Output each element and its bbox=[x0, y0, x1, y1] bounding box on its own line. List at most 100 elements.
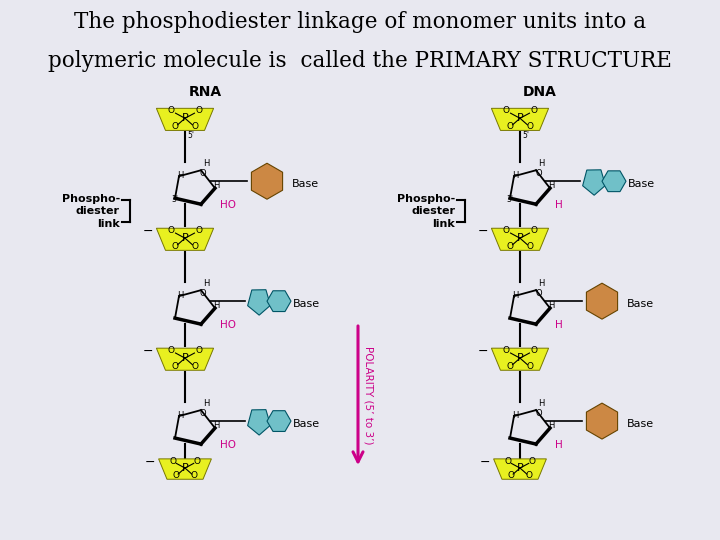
Text: P: P bbox=[517, 233, 523, 243]
Text: O: O bbox=[200, 409, 207, 418]
Text: O: O bbox=[172, 471, 179, 480]
Text: 3': 3' bbox=[171, 195, 178, 204]
Text: O: O bbox=[168, 346, 175, 355]
Text: O: O bbox=[530, 226, 537, 235]
Text: −: − bbox=[478, 345, 488, 358]
Text: The phosphodiester linkage of monomer units into a: The phosphodiester linkage of monomer un… bbox=[74, 11, 646, 33]
Text: H: H bbox=[177, 171, 184, 180]
Text: H: H bbox=[203, 279, 210, 288]
Text: Base: Base bbox=[628, 179, 655, 189]
Text: H: H bbox=[512, 291, 518, 300]
Text: H: H bbox=[555, 440, 563, 450]
Text: O: O bbox=[168, 226, 175, 235]
Text: O: O bbox=[192, 362, 199, 370]
Text: P: P bbox=[181, 113, 189, 123]
Text: POLARITY (5’ to 3’): POLARITY (5’ to 3’) bbox=[363, 346, 373, 445]
Text: O: O bbox=[168, 106, 175, 116]
Text: HO: HO bbox=[220, 440, 236, 450]
Text: −: − bbox=[480, 455, 490, 468]
Text: O: O bbox=[506, 362, 513, 370]
Polygon shape bbox=[491, 348, 549, 370]
Text: H: H bbox=[213, 181, 220, 190]
Text: Phospho-
diester
link: Phospho- diester link bbox=[62, 194, 120, 228]
Text: O: O bbox=[506, 242, 513, 251]
Text: O: O bbox=[526, 362, 534, 370]
Text: Base: Base bbox=[293, 419, 320, 429]
Text: O: O bbox=[503, 106, 510, 116]
Text: O: O bbox=[200, 289, 207, 298]
Text: DNA: DNA bbox=[523, 85, 557, 99]
Text: O: O bbox=[535, 289, 541, 298]
Polygon shape bbox=[251, 163, 282, 199]
Text: H: H bbox=[203, 399, 210, 408]
Text: H: H bbox=[538, 279, 544, 288]
Text: 5': 5' bbox=[187, 131, 194, 140]
Text: Base: Base bbox=[293, 299, 320, 309]
Text: O: O bbox=[192, 122, 199, 131]
Polygon shape bbox=[267, 291, 291, 312]
Text: O: O bbox=[526, 122, 534, 131]
Text: P: P bbox=[517, 113, 523, 123]
Text: O: O bbox=[506, 122, 513, 131]
Text: O: O bbox=[194, 457, 201, 466]
Polygon shape bbox=[494, 459, 546, 480]
Text: O: O bbox=[200, 169, 207, 178]
Text: −: − bbox=[143, 345, 153, 358]
Text: H: H bbox=[555, 200, 563, 210]
Text: −: − bbox=[145, 455, 156, 468]
Text: H: H bbox=[555, 320, 563, 330]
Text: HO: HO bbox=[220, 320, 236, 330]
Polygon shape bbox=[248, 290, 271, 315]
Text: H: H bbox=[538, 159, 544, 168]
Polygon shape bbox=[491, 109, 549, 131]
Text: P: P bbox=[181, 463, 189, 473]
Text: O: O bbox=[504, 457, 511, 466]
Text: H: H bbox=[512, 171, 518, 180]
Polygon shape bbox=[158, 459, 212, 480]
Polygon shape bbox=[602, 171, 626, 192]
Text: H: H bbox=[548, 421, 554, 430]
Polygon shape bbox=[156, 109, 214, 131]
Text: HO: HO bbox=[220, 200, 236, 210]
Polygon shape bbox=[156, 228, 214, 251]
Text: O: O bbox=[526, 242, 534, 251]
Polygon shape bbox=[586, 403, 618, 439]
Text: O: O bbox=[535, 409, 541, 418]
Polygon shape bbox=[267, 411, 291, 431]
Text: H: H bbox=[548, 181, 554, 190]
Text: O: O bbox=[503, 226, 510, 235]
Text: P: P bbox=[517, 463, 523, 473]
Text: H: H bbox=[538, 399, 544, 408]
Text: H: H bbox=[177, 291, 184, 300]
Text: O: O bbox=[195, 226, 202, 235]
Text: O: O bbox=[526, 471, 533, 480]
Text: RNA: RNA bbox=[189, 85, 222, 99]
Text: O: O bbox=[195, 346, 202, 355]
Text: 3': 3' bbox=[506, 195, 513, 204]
Text: O: O bbox=[503, 346, 510, 355]
Text: P: P bbox=[181, 353, 189, 363]
Text: Base: Base bbox=[627, 419, 654, 429]
Polygon shape bbox=[491, 228, 549, 251]
Text: O: O bbox=[169, 457, 176, 466]
Text: H: H bbox=[213, 301, 220, 310]
Text: O: O bbox=[530, 346, 537, 355]
Text: O: O bbox=[195, 106, 202, 116]
Text: 5': 5' bbox=[522, 131, 529, 140]
Polygon shape bbox=[248, 410, 271, 435]
Text: Phospho-
diester
link: Phospho- diester link bbox=[397, 194, 455, 228]
Text: P: P bbox=[181, 233, 189, 243]
Text: O: O bbox=[192, 242, 199, 251]
Polygon shape bbox=[156, 348, 214, 370]
Text: O: O bbox=[530, 106, 537, 116]
Text: H: H bbox=[548, 301, 554, 310]
Text: Base: Base bbox=[627, 299, 654, 309]
Text: O: O bbox=[171, 362, 179, 370]
Text: O: O bbox=[529, 457, 536, 466]
Text: H: H bbox=[512, 411, 518, 420]
Text: O: O bbox=[171, 242, 179, 251]
Text: O: O bbox=[191, 471, 198, 480]
Text: H: H bbox=[177, 411, 184, 420]
Text: O: O bbox=[507, 471, 514, 480]
Text: P: P bbox=[517, 353, 523, 363]
